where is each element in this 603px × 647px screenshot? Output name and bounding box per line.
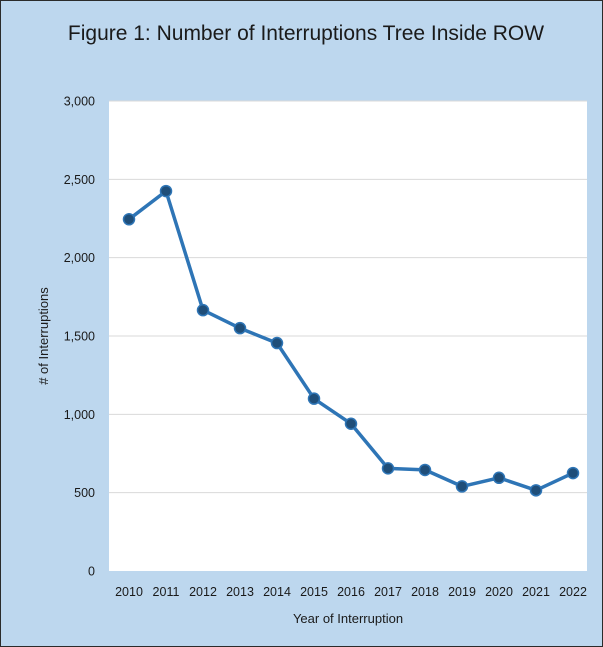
- data-point: [566, 466, 580, 480]
- y-tick-label: 3,000: [64, 95, 95, 109]
- x-tick-labels: 2010 2011 2012 2013 2014 2015 2016 2017 2018 2019…: [115, 585, 587, 599]
- x-tick-label: 2012: [189, 585, 217, 599]
- x-tick-label: 2021: [522, 585, 550, 599]
- data-point: [159, 184, 173, 198]
- x-tick-label: 2017: [374, 585, 402, 599]
- data-point: [307, 392, 321, 405]
- data-points: [122, 184, 580, 497]
- data-point: [381, 462, 395, 475]
- y-tick-label: 500: [74, 486, 95, 500]
- chart-title: Figure 1: Number of Interruptions Tree I…: [67, 22, 545, 45]
- x-tick-label: 2014: [263, 585, 291, 599]
- x-tick-label: 2018: [411, 585, 439, 599]
- x-tick-label: 2010: [115, 585, 143, 599]
- y-tick-label: 0: [88, 565, 95, 579]
- y-tick-label: 1,000: [64, 408, 95, 422]
- data-point: [233, 321, 247, 335]
- data-point: [122, 213, 136, 226]
- x-tick-label: 2019: [448, 585, 476, 599]
- x-tick-label: 2016: [337, 585, 365, 599]
- data-point: [418, 463, 432, 477]
- data-point: [344, 417, 358, 430]
- x-axis-title: Year of Interruption: [293, 611, 403, 626]
- x-tick-label: 2022: [559, 585, 587, 599]
- data-point: [529, 484, 543, 497]
- gridlines: [109, 100, 587, 494]
- data-point: [455, 480, 469, 493]
- data-point: [492, 471, 506, 485]
- x-tick-label: 2015: [300, 585, 328, 599]
- y-tick-label: 2,500: [64, 173, 95, 187]
- x-tick-label: 2011: [153, 585, 180, 599]
- x-tick-label: 2020: [485, 585, 513, 599]
- data-point: [270, 336, 284, 350]
- y-tick-label: 1,500: [64, 330, 95, 344]
- x-tick-label: 2013: [226, 585, 254, 599]
- y-axis-title: # of Interruptions: [36, 287, 51, 385]
- y-tick-label: 2,000: [64, 251, 95, 265]
- data-point: [196, 303, 210, 317]
- y-tick-labels: 0 500 1,000 1,500 2,000 2,500 3,000: [64, 95, 95, 579]
